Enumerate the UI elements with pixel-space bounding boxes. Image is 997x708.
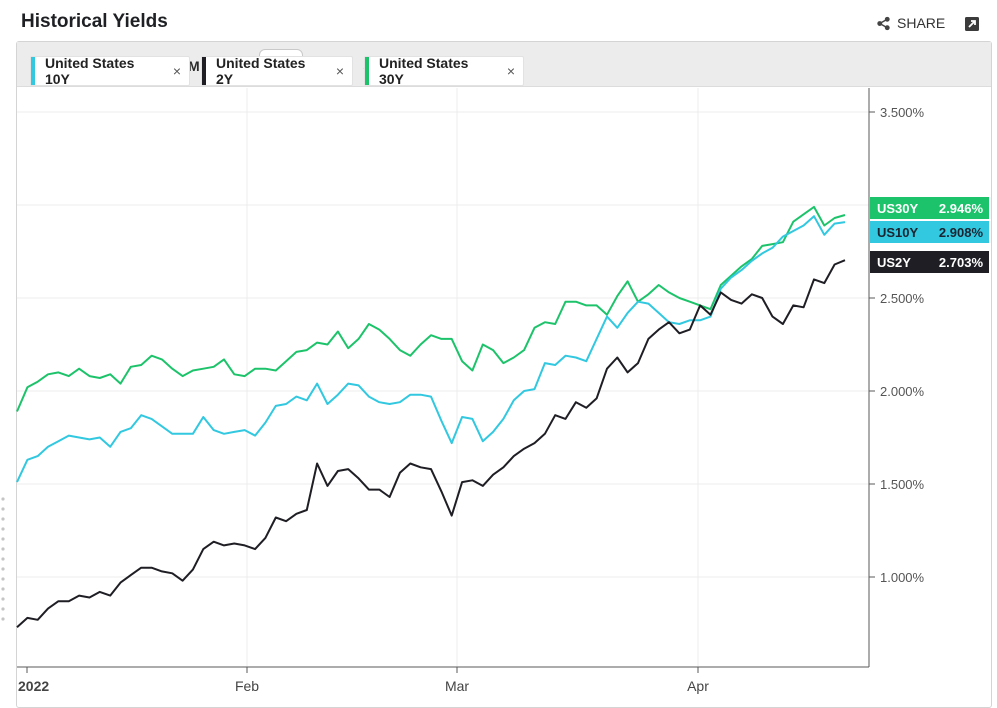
share-label: SHARE — [897, 15, 946, 31]
badge-background — [870, 221, 989, 243]
legend-chip-us2y[interactable]: United States 2Y × — [201, 55, 353, 87]
remove-us2y-icon[interactable]: × — [335, 63, 344, 79]
x-tick-label: Feb — [235, 678, 259, 694]
last-value-badge-us2y: US2Y 2.703% — [870, 251, 989, 273]
badge-background — [870, 251, 989, 273]
share-icon — [877, 16, 890, 30]
y-tick-label: 3.500% — [880, 105, 925, 120]
badge-last-value: 2.908% — [939, 225, 984, 240]
remove-us30y-icon[interactable]: × — [506, 63, 515, 79]
legend-swatch-us10y — [31, 57, 35, 85]
x-tick-label: Mar — [445, 678, 469, 694]
badge-series-label: US30Y — [877, 201, 919, 216]
y-tick-label: 2.000% — [880, 384, 925, 399]
legend-chip-us10y[interactable]: United States 10Y × — [30, 55, 190, 87]
legend-label-us30y: United States 30Y — [378, 55, 469, 87]
expand-icon[interactable] — [964, 16, 980, 32]
page-title: Historical Yields — [21, 11, 168, 32]
badge-series-label: US10Y — [877, 225, 919, 240]
legend-swatch-us30y — [365, 57, 369, 85]
series-line-us2y — [16, 259, 846, 628]
badge-series-label: US2Y — [877, 255, 911, 270]
last-value-badge-us10y: US10Y 2.908% — [870, 221, 989, 243]
remove-us10y-icon[interactable]: × — [172, 63, 181, 79]
legend-label-us10y: United States 10Y — [44, 55, 135, 87]
badge-background — [870, 197, 989, 219]
badge-last-value: 2.946% — [939, 201, 984, 216]
legend-swatch-us2y — [202, 57, 206, 85]
badge-last-value: 2.703% — [939, 255, 984, 270]
x-tick-label: Apr — [687, 678, 709, 694]
x-tick-label: 2022 — [18, 678, 49, 694]
y-tick-label: 1.500% — [880, 477, 925, 492]
share-button[interactable]: SHARE — [876, 15, 945, 31]
last-value-badge-us30y: US30Y 2.946% — [870, 197, 989, 219]
series-line-us10y — [16, 215, 846, 483]
legend-chip-us30y[interactable]: United States 30Y × — [364, 55, 524, 87]
legend-label-us2y: United States 2Y — [215, 55, 306, 87]
y-tick-label: 1.000% — [880, 570, 925, 585]
series-line-us30y — [16, 205, 846, 412]
y-tick-label: 2.500% — [880, 291, 925, 306]
drag-handle-icon[interactable] — [0, 495, 6, 625]
